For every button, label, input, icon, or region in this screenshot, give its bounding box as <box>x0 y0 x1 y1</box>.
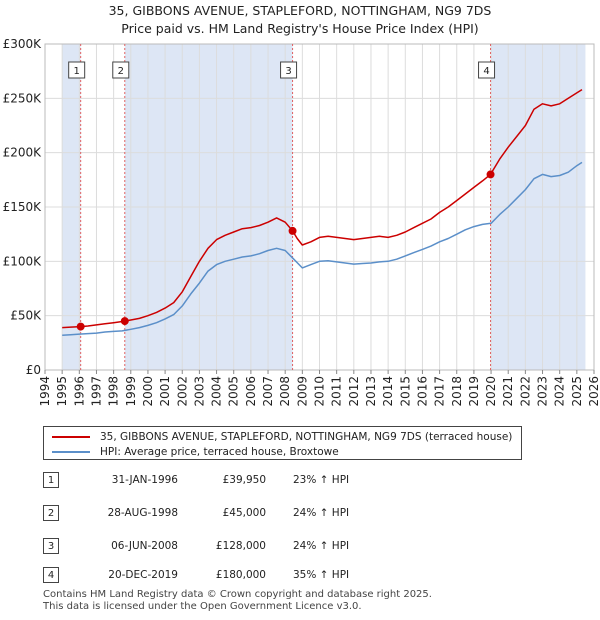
x-tick-label: 2016 <box>415 376 429 407</box>
x-tick-label: 2021 <box>501 376 515 407</box>
sale-number-label: 3 <box>285 66 291 77</box>
x-tick-label: 2015 <box>398 376 412 407</box>
row-price: £39,950 <box>222 474 266 486</box>
row-price: £180,000 <box>215 569 266 581</box>
sale-number-box <box>478 61 496 79</box>
x-tick-label: 1994 <box>38 376 52 407</box>
y-tick-label: £50K <box>10 309 42 323</box>
x-tick-label: 2000 <box>141 376 155 407</box>
x-tick-label: 2004 <box>210 376 224 407</box>
y-tick-label: £250K <box>3 91 43 105</box>
sale-number-box <box>68 61 86 79</box>
property-price-line <box>62 88 583 329</box>
legend-swatch-property <box>52 436 90 438</box>
row-hpi: 24% ↑ HPI <box>293 540 350 552</box>
table-row: 1 31-JAN-1996 £39,950 23% ↑ HPI <box>43 472 463 492</box>
sale-point <box>486 170 495 179</box>
sale-number-box <box>112 61 130 79</box>
sale-point <box>120 317 129 326</box>
x-tick-label: 2001 <box>158 376 172 407</box>
hpi-line <box>62 161 583 336</box>
row-hpi: 23% ↑ HPI <box>293 474 350 486</box>
x-tick-label: 2023 <box>536 376 550 407</box>
x-tick-label: 2025 <box>570 376 584 407</box>
row-number-badge: 3 <box>43 538 59 554</box>
legend-label-hpi: HPI: Average price, terraced house, Brox… <box>100 446 339 458</box>
x-tick-label: 1997 <box>89 376 103 407</box>
x-tick-label: 2018 <box>450 376 464 407</box>
x-tick-label: 2022 <box>518 376 532 407</box>
x-tick-label: 2003 <box>192 376 206 407</box>
x-tick-label: 2014 <box>381 376 395 407</box>
x-tick-label: 1995 <box>55 376 69 407</box>
sale-point <box>76 322 85 331</box>
row-number-badge: 1 <box>43 472 59 488</box>
table-row: 2 28-AUG-1998 £45,000 24% ↑ HPI <box>43 505 463 525</box>
row-number-badge: 4 <box>43 567 59 583</box>
title-line-1: 35, GIBBONS AVENUE, STAPLEFORD, NOTTINGH… <box>108 3 492 18</box>
footer-attribution: Contains HM Land Registry data © Crown c… <box>43 589 432 612</box>
x-tick-label: 2013 <box>364 376 378 407</box>
x-tick-label: 2019 <box>467 376 481 407</box>
y-tick-label: £300K <box>3 37 43 51</box>
x-tick-label: 2005 <box>227 376 241 407</box>
x-tick-label: 1999 <box>124 376 138 407</box>
x-tick-label: 1996 <box>72 376 86 407</box>
y-tick-label: £150K <box>3 200 43 214</box>
row-date: 31-JAN-1996 <box>111 474 178 486</box>
row-price: £128,000 <box>215 540 266 552</box>
x-tick-label: 2007 <box>261 376 275 407</box>
table-row: 4 20-DEC-2019 £180,000 35% ↑ HPI <box>43 567 463 587</box>
x-tick-label: 2026 <box>587 376 600 407</box>
x-tick-label: 2010 <box>313 376 327 407</box>
y-tick-label: £100K <box>3 254 43 268</box>
sale-number-box <box>280 61 298 79</box>
row-hpi: 24% ↑ HPI <box>293 507 350 519</box>
x-tick-label: 2002 <box>175 376 189 407</box>
y-tick-label: £0 <box>26 363 41 377</box>
legend-swatch-hpi <box>52 451 90 453</box>
row-hpi: 35% ↑ HPI <box>293 569 350 581</box>
row-date: 28-AUG-1998 <box>107 507 178 519</box>
x-tick-label: 2011 <box>330 376 344 407</box>
legend-item-hpi: HPI: Average price, terraced house, Brox… <box>52 444 339 460</box>
x-tick-label: 2024 <box>553 376 567 407</box>
row-date: 06-JUN-2008 <box>111 540 178 552</box>
row-price: £45,000 <box>222 507 266 519</box>
x-tick-label: 2009 <box>295 376 309 407</box>
x-tick-label: 2020 <box>484 376 498 407</box>
table-row: 3 06-JUN-2008 £128,000 24% ↑ HPI <box>43 538 463 558</box>
sale-number-label: 2 <box>118 66 124 77</box>
row-number-badge: 2 <box>43 505 59 521</box>
row-date: 20-DEC-2019 <box>108 569 178 581</box>
x-tick-label: 2008 <box>278 376 292 407</box>
title-line-2: Price paid vs. HM Land Registry's House … <box>121 21 479 36</box>
x-tick-label: 2006 <box>244 376 258 407</box>
x-tick-label: 2012 <box>347 376 361 407</box>
footer-line-2: This data is licensed under the Open Gov… <box>43 600 362 612</box>
legend-label-property: 35, GIBBONS AVENUE, STAPLEFORD, NOTTINGH… <box>100 431 513 443</box>
x-tick-label: 1998 <box>107 376 121 407</box>
sale-number-label: 4 <box>483 66 489 77</box>
sale-number-label: 1 <box>73 66 79 77</box>
footer-line-1: Contains HM Land Registry data © Crown c… <box>43 589 432 600</box>
x-tick-label: 2017 <box>433 376 447 407</box>
y-tick-label: £200K <box>3 146 43 160</box>
legend: 35, GIBBONS AVENUE, STAPLEFORD, NOTTINGH… <box>43 426 522 460</box>
sale-point <box>288 226 297 235</box>
legend-item-property: 35, GIBBONS AVENUE, STAPLEFORD, NOTTINGH… <box>52 429 512 445</box>
chart-title: 35, GIBBONS AVENUE, STAPLEFORD, NOTTINGH… <box>0 2 600 38</box>
